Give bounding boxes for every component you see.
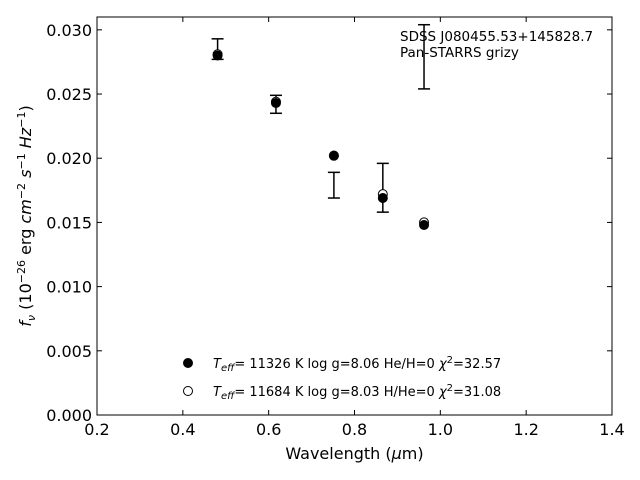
legend-entry-1: Teff= 11326 K log g=8.06 He/H=0 χ2=32.57: [213, 355, 501, 374]
y-tick-label: 0.015: [46, 213, 92, 232]
annotation-survey: Pan-STARRS grizy: [400, 45, 519, 61]
x-tick-label: 1.4: [599, 420, 624, 439]
legend-marker-open: [183, 386, 193, 396]
x-tick-label: 1.2: [513, 420, 538, 439]
y-axis-title: fν (10−26 erg cm−2 s−1 Hz−1): [15, 105, 38, 326]
point-filled: [328, 150, 339, 161]
point-filled: [270, 98, 281, 109]
point-filled: [419, 219, 430, 230]
legend-marker-filled: [183, 358, 193, 368]
x-tick-label: 1.0: [428, 420, 453, 439]
point-filled: [212, 50, 223, 61]
point-filled: [377, 193, 388, 204]
legend: Teff= 11326 K log g=8.06 He/H=0 χ2=32.57…: [183, 355, 501, 402]
y-tick-label: 0.005: [46, 342, 92, 361]
x-tick-label: 0.8: [342, 420, 367, 439]
plot-frame: [96, 16, 613, 416]
x-axis-title: Wavelength (μm): [285, 444, 423, 463]
x-axis-ticks: 0.2 0.4 0.6 0.8 1.0 1.2 1.4: [84, 17, 625, 439]
legend-entry-2: Teff= 11684 K log g=8.03 H/He=0 χ2=31.08: [213, 383, 501, 402]
y-tick-label: 0.025: [46, 85, 92, 104]
x-tick-label: 0.4: [170, 420, 195, 439]
observed-errorbars: [211, 23, 431, 213]
x-tick-label: 0.6: [256, 420, 281, 439]
x-tick-label: 0.2: [84, 420, 109, 439]
y-tick-label: 0.020: [46, 149, 92, 168]
y-axis-ticks: 0.000 0.005 0.010 0.015 0.020 0.025 0.030: [46, 21, 612, 425]
model-markers: [212, 49, 430, 230]
annotation-object: SDSS J080455.53+145828.7: [400, 29, 593, 45]
y-tick-label: 0.000: [46, 406, 92, 425]
y-tick-label: 0.010: [46, 278, 92, 297]
y-tick-label: 0.030: [46, 21, 92, 40]
